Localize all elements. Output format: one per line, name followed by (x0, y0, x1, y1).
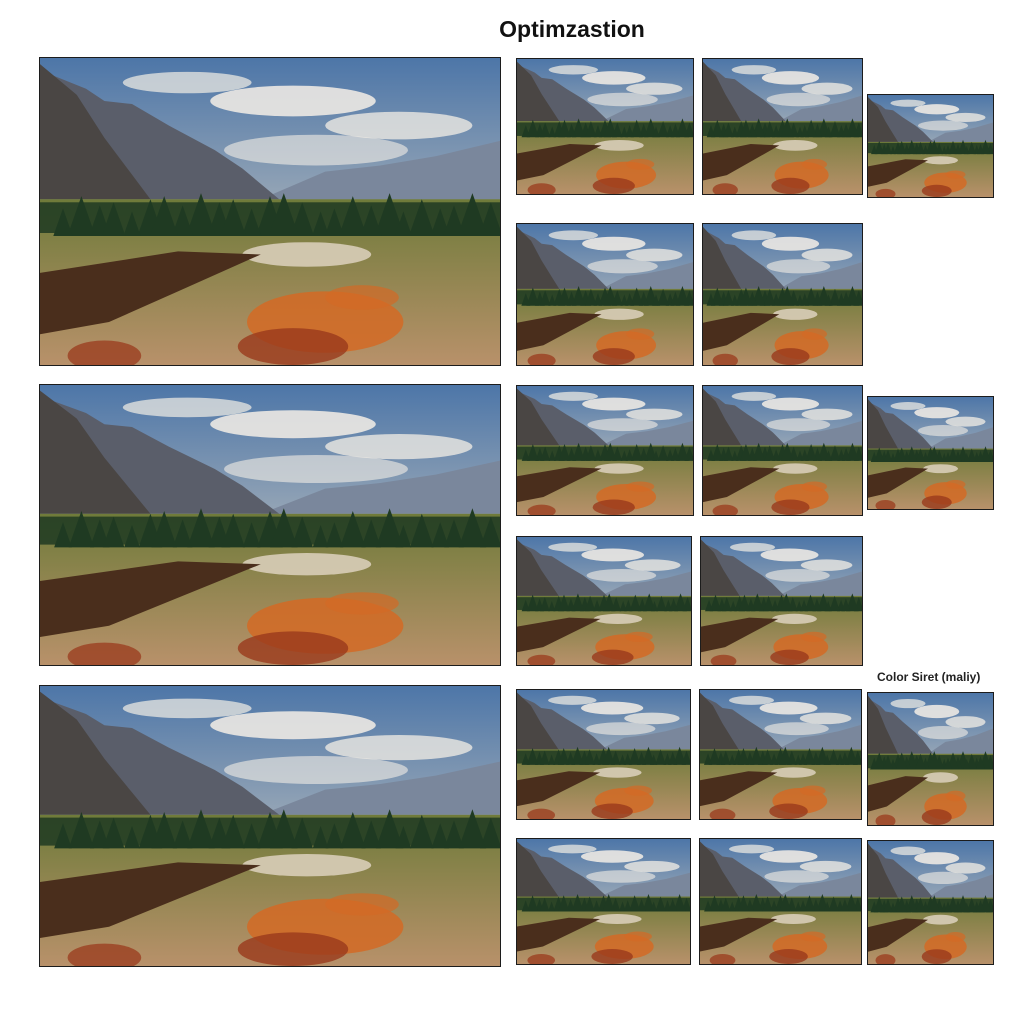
landscape-scene (40, 58, 500, 365)
landscape-thumbnail[interactable] (867, 94, 994, 198)
landscape-image-large-3[interactable] (39, 685, 501, 967)
landscape-image-large-1[interactable] (39, 57, 501, 366)
landscape-scene (40, 686, 500, 966)
landscape-scene (40, 385, 500, 665)
landscape-thumbnail[interactable] (516, 385, 694, 516)
landscape-scene (703, 386, 862, 515)
landscape-thumbnail[interactable] (700, 536, 863, 666)
landscape-thumbnail[interactable] (516, 838, 691, 965)
landscape-scene (868, 95, 993, 197)
landscape-scene (517, 59, 693, 194)
landscape-thumbnail[interactable] (867, 840, 994, 965)
landscape-scene (701, 537, 862, 665)
landscape-thumbnail[interactable] (516, 689, 691, 820)
landscape-scene (703, 59, 862, 194)
landscape-thumbnail[interactable] (516, 58, 694, 195)
landscape-scene (517, 224, 693, 365)
landscape-scene (700, 690, 861, 819)
landscape-scene (868, 397, 993, 509)
landscape-thumbnail[interactable] (702, 58, 863, 195)
landscape-scene (517, 839, 690, 964)
landscape-thumbnail[interactable] (867, 692, 994, 826)
landscape-scene (703, 224, 862, 365)
landscape-scene (868, 693, 993, 825)
landscape-scene (868, 841, 993, 964)
landscape-thumbnail[interactable] (516, 223, 694, 366)
page-title: Optimzastion (499, 16, 645, 42)
landscape-scene (517, 537, 691, 665)
landscape-thumbnail[interactable] (699, 689, 862, 820)
landscape-scene (700, 839, 861, 964)
landscape-thumbnail[interactable] (702, 385, 863, 516)
landscape-image-large-2[interactable] (39, 384, 501, 666)
color-caption: Color Siret (maliy) (877, 670, 981, 684)
landscape-thumbnail[interactable] (699, 838, 862, 965)
landscape-scene (517, 690, 690, 819)
landscape-scene (517, 386, 693, 515)
landscape-thumbnail[interactable] (516, 536, 692, 666)
landscape-thumbnail[interactable] (702, 223, 863, 366)
landscape-thumbnail[interactable] (867, 396, 994, 510)
